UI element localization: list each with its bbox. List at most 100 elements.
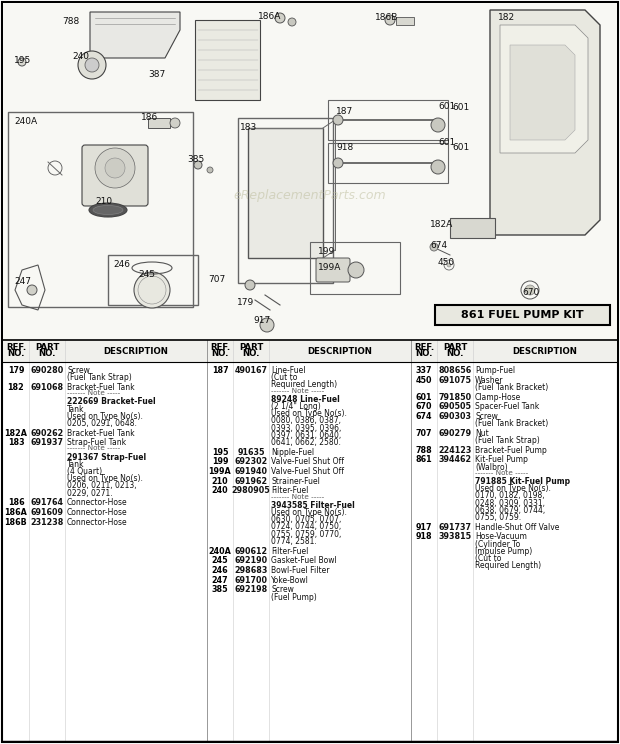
Text: 707: 707 [416,429,432,438]
Text: (Fuel Tank Strap): (Fuel Tank Strap) [67,373,131,382]
Text: Connector-Hose: Connector-Hose [67,508,128,517]
Text: 788: 788 [62,17,79,26]
Text: 601: 601 [452,103,469,112]
Text: Connector-Hose: Connector-Hose [67,498,128,507]
Text: 183: 183 [240,123,257,132]
Text: ------- Note -----: ------- Note ----- [271,388,324,394]
Text: 298683: 298683 [234,566,268,575]
Text: 187: 187 [336,107,353,116]
Circle shape [105,158,125,178]
Circle shape [18,58,26,66]
Ellipse shape [89,203,127,217]
Text: 450: 450 [416,376,432,385]
Text: PART: PART [35,344,59,353]
Text: ------- Note -----: ------- Note ----- [271,494,324,500]
Bar [8,112,193,307]
Text: ------- Note -----: ------- Note ----- [67,390,120,396]
Circle shape [430,243,438,251]
Text: 0393, 0395, 0396,: 0393, 0395, 0396, [271,423,342,432]
Text: Kit-Fuel Pump: Kit-Fuel Pump [475,455,528,464]
Text: NO.: NO. [446,350,464,359]
Text: Pump-Fuel: Pump-Fuel [475,366,515,375]
Text: 691609: 691609 [30,508,63,517]
Text: 707: 707 [208,275,225,284]
Text: 247: 247 [14,277,31,286]
Text: 918: 918 [336,143,353,152]
Text: NO.: NO. [242,350,260,359]
Text: 601: 601 [438,138,455,147]
Text: Connector-Hose: Connector-Hose [67,518,128,527]
Text: Strainer-Fuel: Strainer-Fuel [271,477,320,486]
Text: REF.: REF. [210,344,230,353]
Circle shape [78,51,106,79]
Text: 199A: 199A [318,263,342,272]
Text: 224123: 224123 [438,446,472,455]
Text: 692190: 692190 [234,557,268,565]
Text: 0774, 2581.: 0774, 2581. [271,537,317,546]
Ellipse shape [93,205,123,214]
Text: Filter-Fuel: Filter-Fuel [271,547,308,556]
Text: 601: 601 [416,393,432,402]
Circle shape [525,285,535,295]
Text: 186B: 186B [375,13,399,22]
Text: (Cylinder To: (Cylinder To [475,539,520,548]
Text: 692198: 692198 [234,586,268,594]
Text: Required Length): Required Length) [475,561,541,571]
Text: Yoke-Bowl: Yoke-Bowl [271,576,309,585]
Text: 0638, 0679, 0744,: 0638, 0679, 0744, [475,506,545,515]
Text: 245: 245 [211,557,228,565]
Text: 3943585 Filter-Fuel: 3943585 Filter-Fuel [271,501,355,510]
Bar [3,340,617,362]
Circle shape [333,158,343,168]
Text: 195: 195 [14,56,31,65]
Text: 670: 670 [416,403,432,411]
Text: (Fuel Tank Bracket): (Fuel Tank Bracket) [475,383,548,392]
Text: Used on Type No(s).: Used on Type No(s). [67,475,143,484]
Bar [328,100,448,140]
Text: DESCRIPTION: DESCRIPTION [513,347,577,356]
Text: 337: 337 [416,366,432,375]
Polygon shape [490,10,600,235]
Text: 91635: 91635 [237,448,265,457]
Text: 670: 670 [522,288,539,297]
Text: 691962: 691962 [234,477,268,486]
Text: 247: 247 [211,576,228,585]
Bar [148,118,170,128]
Text: (Fuel Tank Bracket): (Fuel Tank Bracket) [475,419,548,429]
Text: 240A: 240A [208,547,231,556]
Text: PART: PART [239,344,263,353]
Text: (Fuel Pump): (Fuel Pump) [271,593,317,602]
Text: Tank: Tank [67,405,84,414]
Circle shape [95,148,135,188]
Circle shape [431,160,445,174]
Text: 182A: 182A [4,429,27,437]
Text: Screw: Screw [67,366,90,375]
Text: 2980905: 2980905 [232,487,270,496]
Text: PART: PART [443,344,467,353]
Text: 917: 917 [253,316,270,325]
Text: 674: 674 [430,241,447,250]
Text: 691075: 691075 [438,376,471,385]
Text: 690280: 690280 [30,366,64,375]
Text: 186A: 186A [4,508,27,517]
Text: 690262: 690262 [30,429,64,437]
Text: 674: 674 [416,412,432,421]
Text: 601: 601 [438,102,455,111]
Circle shape [333,115,343,125]
Text: Hose-Vacuum: Hose-Vacuum [475,533,527,542]
Text: 690279: 690279 [438,429,472,438]
Circle shape [85,58,99,72]
Circle shape [207,167,213,173]
Text: 240: 240 [72,52,89,61]
Text: 187: 187 [211,366,228,375]
Circle shape [260,318,274,332]
Text: 186B: 186B [4,518,27,527]
Circle shape [245,280,255,290]
Text: 385: 385 [187,155,204,164]
Text: Valve-Fuel Shut Off: Valve-Fuel Shut Off [271,467,344,476]
Text: 0170, 0182, 0198,: 0170, 0182, 0198, [475,492,544,501]
Text: ------- Note -----: ------- Note ----- [475,470,528,476]
Text: Valve-Fuel Shut Off: Valve-Fuel Shut Off [271,458,344,466]
Text: NO.: NO. [415,350,433,359]
Text: REF.: REF. [6,344,26,353]
